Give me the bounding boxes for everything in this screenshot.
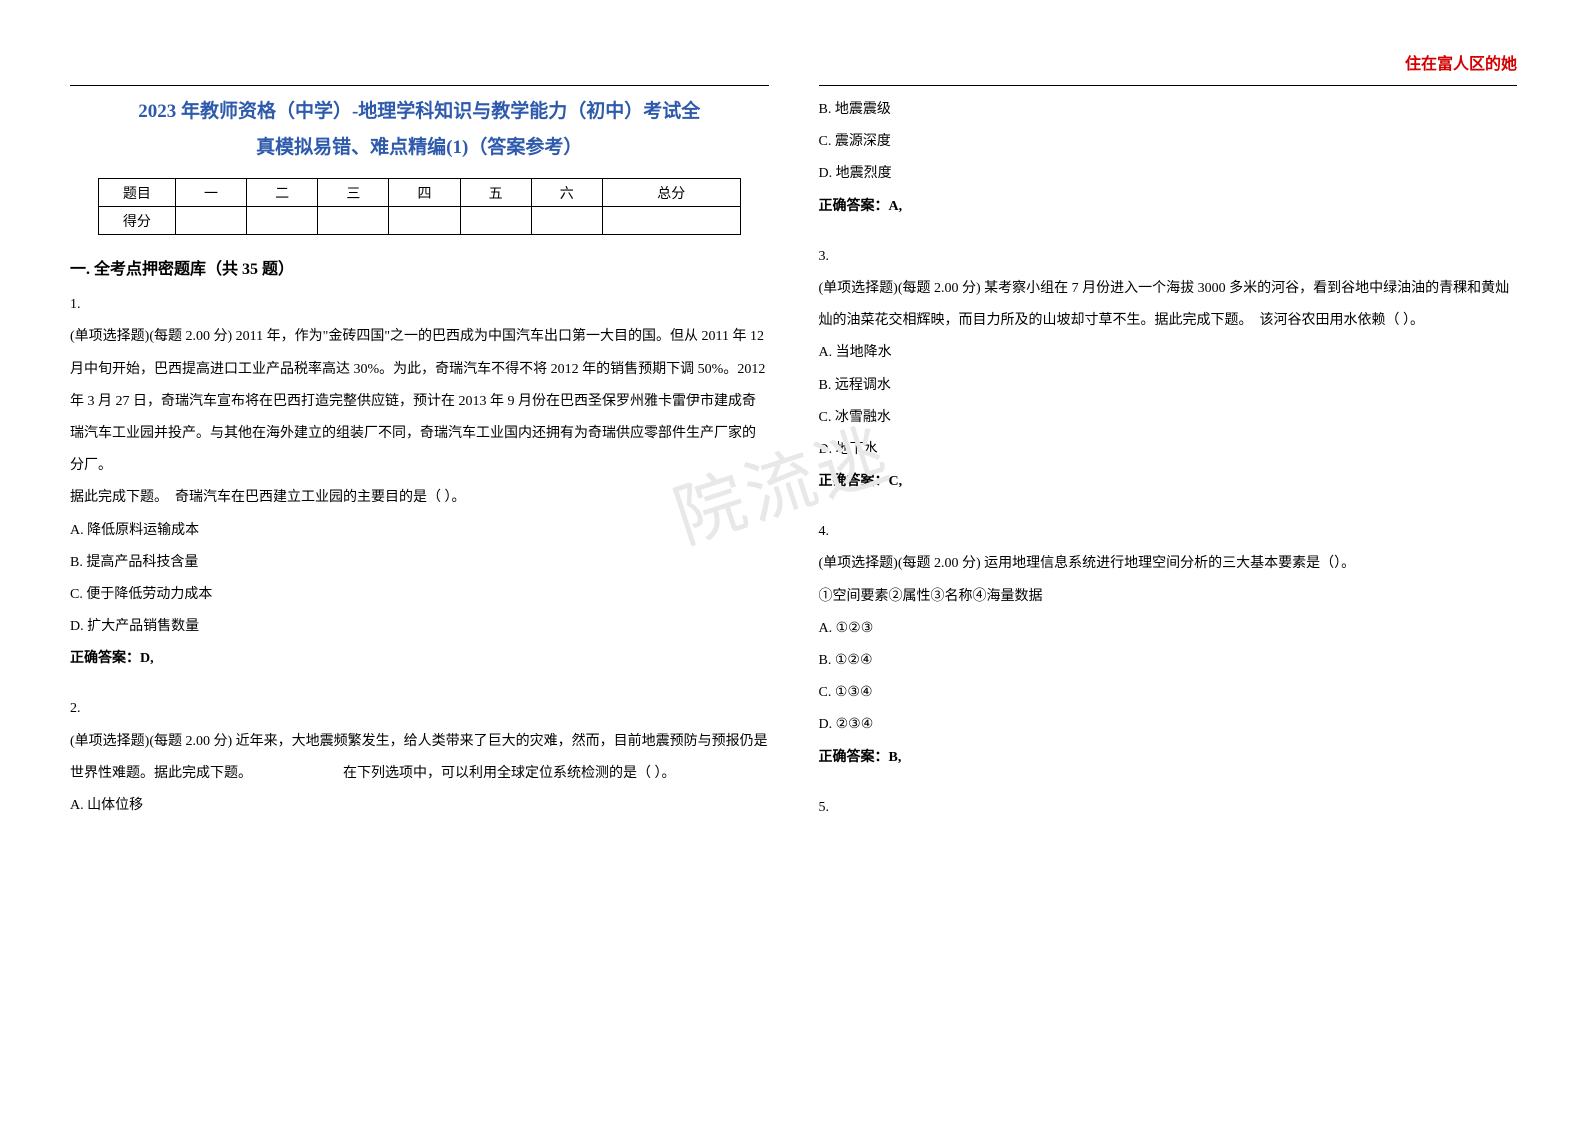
option: C. ①③④ <box>819 677 1518 709</box>
option: B. ①②④ <box>819 645 1518 677</box>
header-note-text: 住在富人区的她 <box>1405 56 1517 73</box>
th: 五 <box>460 179 531 207</box>
score-table: 题目 一 二 三 四 五 六 总分 得分 <box>98 178 741 235</box>
option: A. 当地降水 <box>819 337 1518 369</box>
option: A. 山体位移 <box>70 790 769 822</box>
question-sub: ①空间要素②属性③名称④海量数据 <box>819 581 1518 613</box>
td <box>318 207 389 235</box>
answer: 正确答案：A, <box>819 191 1518 223</box>
content-columns: 2023 年教师资格（中学）-地理学科知识与教学能力（初中）考试全 真模拟易错、… <box>70 85 1517 824</box>
td <box>175 207 246 235</box>
question-number: 1. <box>70 289 769 321</box>
right-column: B. 地震震级 C. 震源深度 D. 地震烈度 正确答案：A, 3. (单项选择… <box>819 85 1518 824</box>
question-stem: (单项选择题)(每题 2.00 分) 运用地理信息系统进行地理空间分析的三大基本… <box>819 548 1518 580</box>
th: 二 <box>247 179 318 207</box>
th: 一 <box>175 179 246 207</box>
option: C. 冰雪融水 <box>819 402 1518 434</box>
option: B. 提高产品科技含量 <box>70 547 769 579</box>
question-sub: 据此完成下题。 奇瑞汽车在巴西建立工业园的主要目的是（ ）。 <box>70 482 769 514</box>
option: D. 地下水 <box>819 434 1518 466</box>
th: 六 <box>531 179 602 207</box>
question-stem: (单项选择题)(每题 2.00 分) 近年来，大地震频繁发生，给人类带来了巨大的… <box>70 726 769 790</box>
option: D. 扩大产品销售数量 <box>70 611 769 643</box>
option: B. 地震震级 <box>819 94 1518 126</box>
option: D. ②③④ <box>819 709 1518 741</box>
th: 三 <box>318 179 389 207</box>
option: A. ①②③ <box>819 613 1518 645</box>
answer: 正确答案：C, <box>819 466 1518 498</box>
table-row: 题目 一 二 三 四 五 六 总分 <box>98 179 740 207</box>
th: 总分 <box>602 179 740 207</box>
question-number: 2. <box>70 693 769 725</box>
exam-title: 2023 年教师资格（中学）-地理学科知识与教学能力（初中）考试全 真模拟易错、… <box>70 94 769 166</box>
option: C. 震源深度 <box>819 126 1518 158</box>
section-heading: 一. 全考点押密题库（共 35 题） <box>70 255 769 279</box>
answer: 正确答案：D, <box>70 643 769 675</box>
title-line2: 真模拟易错、难点精编(1)（答案参考） <box>70 130 769 166</box>
td <box>460 207 531 235</box>
header-note: 住在富人区的她 <box>1405 50 1517 74</box>
option: A. 降低原料运输成本 <box>70 515 769 547</box>
question-number: 3. <box>819 241 1518 273</box>
question-stem: (单项选择题)(每题 2.00 分) 某考察小组在 7 月份进入一个海拔 300… <box>819 273 1518 337</box>
td: 得分 <box>98 207 175 235</box>
left-column: 2023 年教师资格（中学）-地理学科知识与教学能力（初中）考试全 真模拟易错、… <box>70 85 769 824</box>
question-stem: (单项选择题)(每题 2.00 分) 2011 年，作为"金砖四国"之一的巴西成… <box>70 321 769 482</box>
question-number: 4. <box>819 516 1518 548</box>
td <box>247 207 318 235</box>
td <box>531 207 602 235</box>
table-row: 得分 <box>98 207 740 235</box>
th: 四 <box>389 179 460 207</box>
answer: 正确答案：B, <box>819 742 1518 774</box>
th: 题目 <box>98 179 175 207</box>
td <box>602 207 740 235</box>
option: D. 地震烈度 <box>819 158 1518 190</box>
td <box>389 207 460 235</box>
option: C. 便于降低劳动力成本 <box>70 579 769 611</box>
option: B. 远程调水 <box>819 370 1518 402</box>
title-line1: 2023 年教师资格（中学）-地理学科知识与教学能力（初中）考试全 <box>70 94 769 130</box>
question-number: 5. <box>819 792 1518 824</box>
